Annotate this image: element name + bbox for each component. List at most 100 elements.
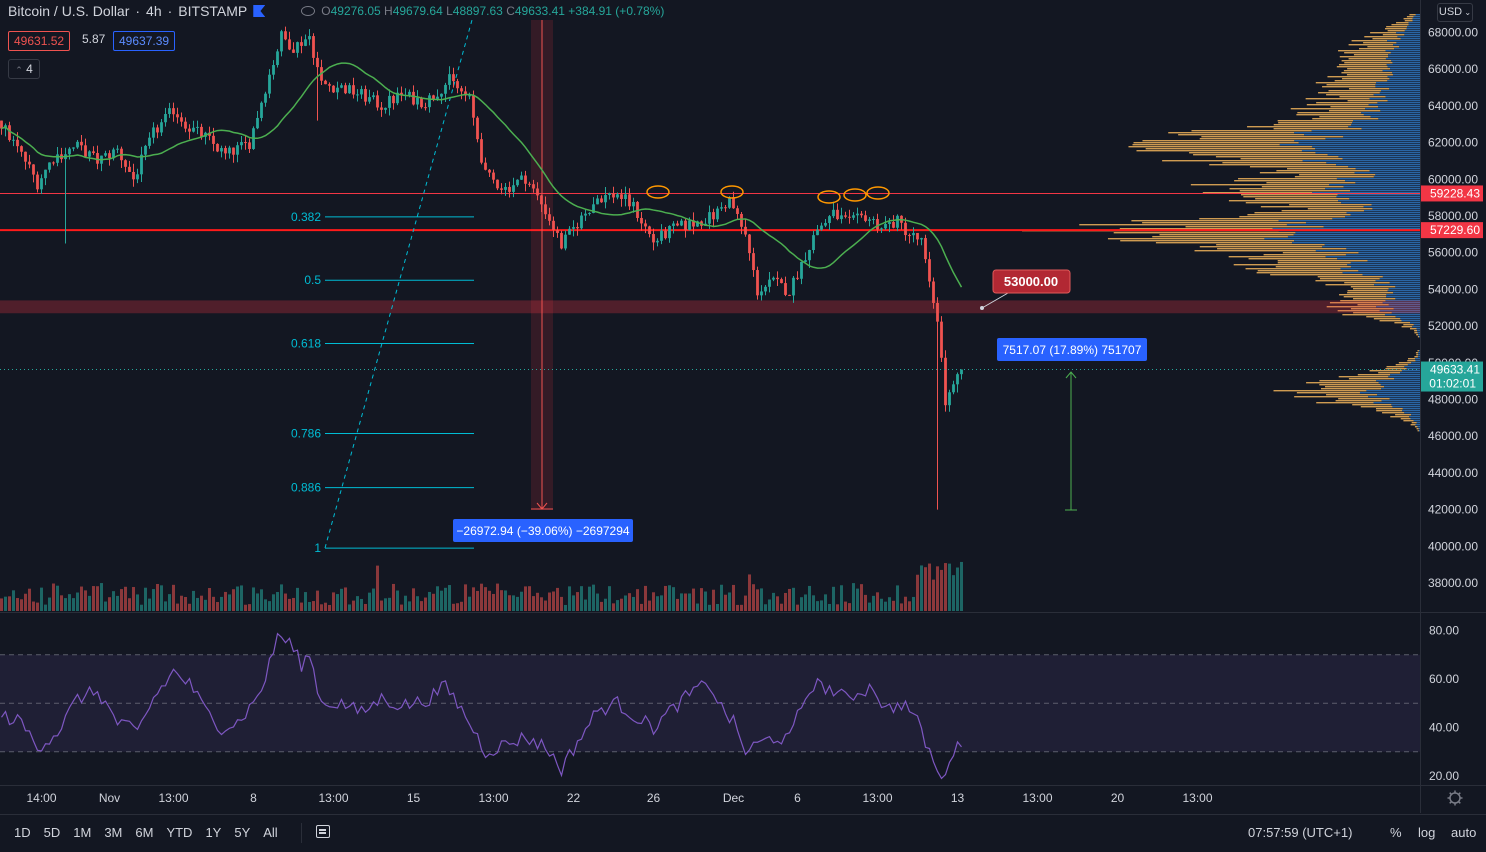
percent-toggle[interactable]: % (1390, 825, 1402, 840)
volume-profile-bar (1325, 138, 1420, 140)
volume-profile-bar (1407, 360, 1416, 362)
go-to-date-icon[interactable] (316, 825, 330, 838)
volume-bar (184, 596, 187, 611)
volume-bar (48, 597, 51, 611)
buy-price-button[interactable]: 49637.39 (113, 31, 176, 51)
currency-select[interactable]: USD ⌄ (1437, 3, 1473, 22)
volume-bar (640, 603, 643, 611)
auto-toggle[interactable]: auto (1451, 825, 1477, 840)
eye-icon[interactable] (301, 6, 316, 16)
highlight-ellipse (843, 188, 867, 202)
range-button[interactable]: 6M (135, 825, 154, 840)
candle-body (212, 135, 215, 144)
volume-bar (872, 595, 875, 611)
candle-body (456, 81, 459, 89)
volume-profile-bar (1312, 118, 1379, 120)
volume-profile-bar (1315, 82, 1377, 84)
volume-profile-bar (1278, 122, 1353, 124)
volume-bar (644, 585, 647, 611)
volume-bar (768, 599, 771, 611)
volume-profile-bar (1327, 76, 1388, 78)
volume-bar (356, 596, 359, 611)
candle-body (696, 221, 699, 227)
candle-body (820, 225, 823, 230)
volume-profile-bar (1238, 178, 1337, 180)
candle-body (608, 193, 611, 196)
candle-body (448, 74, 451, 85)
symbol-name[interactable]: Bitcoin / U.S. Dollar (8, 3, 130, 19)
volume-profile-bar (1247, 126, 1349, 128)
rsi-tick-label: 40.00 (1429, 721, 1459, 735)
volume-profile-bar (1337, 258, 1420, 260)
sell-price-button[interactable]: 49631.52 (8, 31, 71, 51)
clock-display[interactable]: 07:57:59 (UTC+1) (1248, 825, 1353, 840)
candles (0, 26, 963, 510)
candle-body (324, 80, 327, 85)
volume-profile-bar (1389, 88, 1420, 90)
volume-bar (816, 601, 819, 611)
range-button[interactable]: 3M (104, 825, 123, 840)
range-button[interactable]: All (263, 825, 278, 840)
volume-profile-bar (1239, 190, 1351, 192)
volume-profile-bar (1374, 284, 1420, 286)
volume-profile-bar (1346, 74, 1393, 76)
candle-body (596, 198, 599, 205)
volume-profile-bar (1133, 142, 1299, 144)
volume-profile-bar (1353, 312, 1392, 314)
range-button[interactable]: YTD (166, 825, 193, 840)
range-button[interactable]: 1M (73, 825, 92, 840)
volume-profile-bar (1281, 210, 1364, 212)
volume-profile-bar (1304, 134, 1420, 136)
interval-label[interactable]: 4h (146, 3, 162, 19)
volume-profile-bar (1407, 364, 1420, 366)
volume-profile-bar (1296, 392, 1360, 394)
range-button[interactable]: 1Y (205, 825, 222, 840)
volume-bar (880, 598, 883, 611)
volume-bar (504, 590, 507, 611)
range-button[interactable]: 5D (43, 825, 61, 840)
candle-body (720, 207, 723, 209)
volume-bar (656, 596, 659, 611)
volume-bar (444, 587, 447, 611)
volume-bar (212, 596, 215, 611)
log-toggle[interactable]: log (1418, 825, 1436, 840)
price-axis-marker-label: 49633.41 (1430, 363, 1480, 377)
volume-profile-bar (1391, 60, 1420, 62)
candle-body (264, 93, 267, 103)
volume-profile-bar (1401, 326, 1413, 328)
volume-profile-bar (1415, 360, 1420, 362)
candle-body (792, 277, 795, 296)
volume-profile-bar (1320, 388, 1382, 390)
volume-bar (760, 588, 763, 611)
volume-bar (604, 598, 607, 611)
volume-profile-bar (1346, 248, 1420, 250)
settings-gear-icon[interactable] (1447, 790, 1463, 806)
candle-body (944, 357, 947, 406)
indicators-toggle-button[interactable]: ⌃ 4 (8, 59, 40, 79)
volume-profile-bar (1273, 124, 1352, 126)
volume-profile-bar (1392, 406, 1420, 408)
range-button[interactable]: 5Y (234, 825, 251, 840)
volume-profile-bar (1142, 222, 1306, 224)
volume-bar (44, 604, 47, 611)
range-button[interactable]: 1D (14, 825, 31, 840)
volume-profile-bar (1347, 100, 1388, 102)
volume-bar (796, 604, 799, 611)
volume-profile-bar (1378, 106, 1420, 108)
volume-bar (888, 597, 891, 611)
volume-profile-bar (1358, 48, 1395, 50)
flag-icon[interactable] (253, 5, 266, 17)
volume-profile-bar (1387, 40, 1420, 42)
volume-profile-bar (1395, 286, 1420, 288)
volume-profile-bar (1325, 256, 1420, 258)
volume-profile-bar (1418, 430, 1420, 432)
volume-profile-bar (1276, 170, 1370, 172)
volume-profile-bar (1408, 22, 1420, 24)
chart-header: Bitcoin / U.S. Dollar · 4h · BITSTAMP O4… (8, 3, 664, 19)
bottom-toolbar: 1D 5D 1M 3M 6M YTD 1Y 5Y All 07:57:59 (U… (0, 814, 1486, 852)
volume-bar (132, 587, 135, 611)
volume-profile-bar (1358, 252, 1420, 254)
volume-profile-bar (1406, 368, 1420, 370)
volume-profile-bar (1407, 26, 1420, 28)
